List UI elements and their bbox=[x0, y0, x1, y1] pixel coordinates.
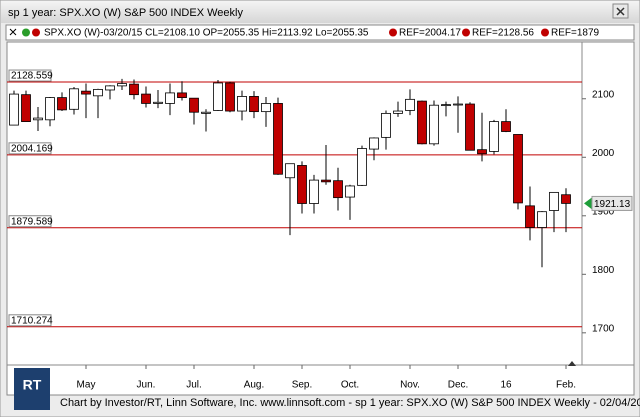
y-tick-label: 1900 bbox=[592, 206, 615, 217]
candle-body bbox=[369, 137, 379, 150]
candle-body bbox=[225, 82, 235, 112]
candle-body bbox=[33, 117, 43, 121]
candle-body bbox=[141, 93, 151, 104]
title-bar bbox=[1, 1, 639, 23]
candle-body bbox=[501, 121, 511, 132]
last-price-arrow bbox=[584, 197, 592, 210]
x-tick-label: Jul. bbox=[186, 380, 202, 391]
candle-body bbox=[381, 112, 391, 138]
candle-body bbox=[465, 103, 475, 151]
x-tick-label: Sep. bbox=[292, 380, 313, 391]
candle-body bbox=[537, 211, 547, 228]
candle-body bbox=[189, 97, 199, 113]
candle-body bbox=[405, 98, 415, 111]
reference-label: 1710.274 bbox=[11, 315, 53, 326]
reference-label-box bbox=[8, 142, 52, 155]
candle-body bbox=[117, 83, 127, 87]
candle-body bbox=[93, 88, 103, 97]
candle-body bbox=[249, 96, 259, 113]
reference-label: 1879.589 bbox=[11, 216, 53, 227]
x-tick-label: Oct. bbox=[341, 380, 359, 391]
candle-body bbox=[489, 121, 499, 152]
info-bar bbox=[5, 24, 635, 41]
info-ref: REF=2128.56 bbox=[472, 28, 534, 39]
y-tick-label: 1700 bbox=[592, 323, 615, 334]
candle-body bbox=[477, 149, 487, 155]
y-tick-label: 2100 bbox=[592, 89, 615, 100]
x-tick-label: May bbox=[77, 380, 96, 391]
x-tick-label: Nov. bbox=[400, 380, 420, 391]
candle-body bbox=[549, 191, 559, 211]
candle-body bbox=[237, 96, 247, 112]
logo-text: RT bbox=[23, 377, 42, 393]
info-icon bbox=[22, 28, 30, 37]
info-icon bbox=[32, 28, 40, 37]
logo: RT bbox=[14, 368, 50, 410]
candle-body bbox=[297, 165, 307, 204]
info-icon bbox=[389, 28, 397, 37]
candle-body bbox=[81, 90, 91, 95]
info-quote: SPX.XO (W)-03/20/15 CL=2108.10 OP=2055.3… bbox=[44, 28, 369, 39]
candle-body bbox=[333, 180, 343, 199]
info-ref: REF=1879 bbox=[551, 28, 600, 39]
info-icon bbox=[462, 28, 470, 37]
candle-body bbox=[153, 101, 163, 104]
x-tick-label: Dec. bbox=[448, 380, 469, 391]
candle-body bbox=[285, 163, 295, 179]
candle-body bbox=[129, 83, 139, 96]
candle-body bbox=[57, 97, 67, 111]
footer-text: Chart by Investor/RT, Linn Software, Inc… bbox=[60, 397, 640, 409]
reference-label-box bbox=[8, 69, 52, 82]
candle-body bbox=[165, 92, 175, 104]
reference-label: 2004.169 bbox=[11, 143, 53, 154]
candle-body bbox=[105, 85, 115, 91]
candle-body bbox=[45, 97, 55, 121]
candle-body bbox=[213, 82, 223, 111]
x-axis-area bbox=[6, 364, 635, 396]
x-tick-label: Jun. bbox=[137, 380, 156, 391]
y-tick-label: 2000 bbox=[592, 148, 615, 159]
candle-body bbox=[561, 194, 571, 204]
window-title: sp 1 year: SPX.XO (W) S&P 500 INDEX Week… bbox=[8, 7, 243, 19]
candle-body bbox=[417, 100, 427, 145]
y-tick-label: 1800 bbox=[592, 265, 615, 276]
info-close[interactable] bbox=[9, 28, 17, 36]
candle-body bbox=[345, 185, 355, 198]
close-button[interactable] bbox=[612, 3, 629, 19]
reference-label: 2128.559 bbox=[11, 71, 53, 82]
x-tick-label: Aug. bbox=[244, 380, 265, 391]
candle-body bbox=[177, 92, 187, 98]
candle-body bbox=[273, 103, 283, 175]
candle-body bbox=[309, 179, 319, 204]
last-price-label: 1921.13 bbox=[594, 199, 631, 210]
last-price-box bbox=[591, 195, 633, 211]
candle-body bbox=[525, 205, 535, 228]
candle-body bbox=[429, 104, 439, 145]
candle-body bbox=[453, 103, 463, 106]
candle-body bbox=[69, 88, 79, 110]
x-tick-label: Feb. bbox=[556, 380, 576, 391]
x-tick-label: 16 bbox=[500, 380, 512, 391]
candle-body bbox=[441, 104, 451, 107]
close-icon[interactable] bbox=[616, 7, 625, 16]
reference-label-box bbox=[8, 215, 52, 228]
info-ref: REF=2004.17 bbox=[399, 28, 461, 39]
candle-body bbox=[21, 94, 31, 122]
candle-body bbox=[321, 179, 331, 183]
candle-body bbox=[513, 134, 523, 204]
candle-body bbox=[9, 93, 19, 126]
reference-label-box bbox=[8, 314, 52, 327]
candle-body bbox=[261, 103, 271, 113]
candle-body bbox=[201, 111, 211, 114]
logo-box bbox=[14, 368, 50, 410]
candle-body bbox=[393, 110, 403, 114]
info-icon bbox=[541, 28, 549, 37]
scroll-marker bbox=[568, 361, 576, 366]
candle-body bbox=[357, 148, 367, 186]
